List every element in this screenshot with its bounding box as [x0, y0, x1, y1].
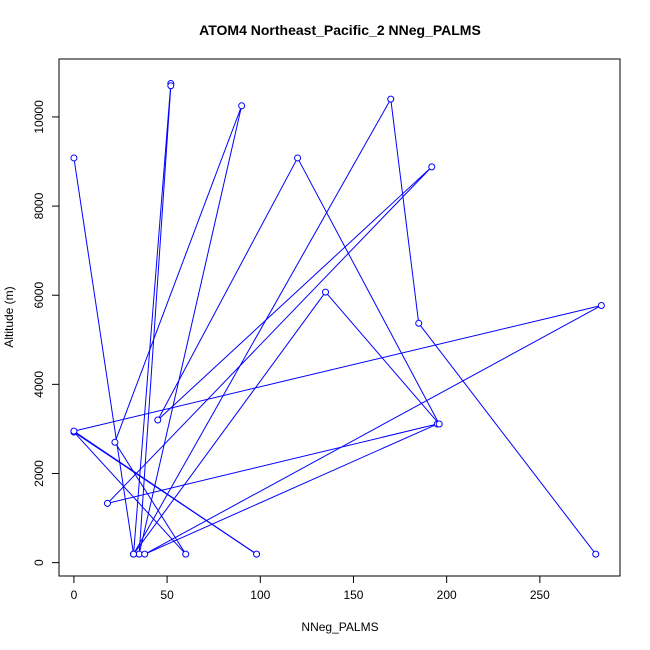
series-line-segment [114, 105, 243, 443]
data-point [238, 102, 246, 110]
series-line-segment [73, 431, 187, 555]
y-tick-label: 2000 [32, 460, 46, 487]
series-line-segment [73, 304, 602, 432]
data-point [70, 427, 78, 435]
x-tick-label: 0 [71, 588, 78, 602]
data-point [415, 319, 423, 327]
x-tick-label: 250 [530, 588, 550, 602]
data-point [387, 95, 395, 103]
series-line-segment [133, 98, 392, 555]
series-line-segment [73, 430, 257, 555]
data-point [592, 550, 600, 558]
series-line-segment [325, 291, 440, 425]
data-point [154, 416, 162, 424]
y-axis: 0 2000 4000 6000 8000 10000 [32, 100, 60, 566]
data-point [428, 163, 436, 171]
series-line-segment [297, 157, 440, 425]
series-line-segment [138, 85, 172, 555]
data-point [294, 154, 302, 162]
data-point [141, 550, 149, 558]
y-tick-label: 10000 [32, 100, 46, 134]
series-line-segment [114, 442, 187, 555]
x-tick-label: 50 [160, 588, 174, 602]
series-line-segment [418, 322, 597, 555]
y-axis-label: Altitude (m) [2, 286, 16, 347]
data-point [111, 438, 119, 446]
data-point [167, 82, 175, 90]
data-point [70, 154, 78, 162]
data-point [182, 550, 190, 558]
data-point [597, 301, 605, 309]
x-tick-label: 100 [250, 588, 270, 602]
chart-title: ATOM4 Northeast_Pacific_2 NNeg_PALMS [199, 22, 481, 38]
series-line-segment [73, 157, 135, 555]
series-line-segment [390, 99, 420, 324]
y-tick-label: 8000 [32, 192, 46, 219]
series-line-segment [144, 305, 602, 555]
data-point [253, 550, 261, 558]
data-point [435, 420, 443, 428]
series-line-segment [157, 166, 433, 421]
series-line-segment [133, 291, 326, 555]
series-line-segment [107, 423, 438, 504]
series-line-segment [144, 423, 438, 555]
series-points [70, 80, 605, 558]
x-tick-label: 200 [437, 588, 457, 602]
x-tick-label: 150 [343, 588, 363, 602]
y-tick-label: 6000 [32, 282, 46, 309]
y-tick-label: 0 [32, 559, 46, 566]
data-point [322, 288, 330, 296]
x-axis: 0 50 100 150 200 250 [71, 575, 550, 602]
data-point [130, 550, 138, 558]
series-lines [73, 83, 602, 555]
x-axis-label: NNeg_PALMS [301, 620, 378, 634]
y-tick-label: 4000 [32, 371, 46, 398]
series-line-segment [138, 105, 243, 555]
data-point [103, 499, 111, 507]
series-line-segment [157, 157, 299, 421]
series-line-segment [107, 166, 433, 504]
